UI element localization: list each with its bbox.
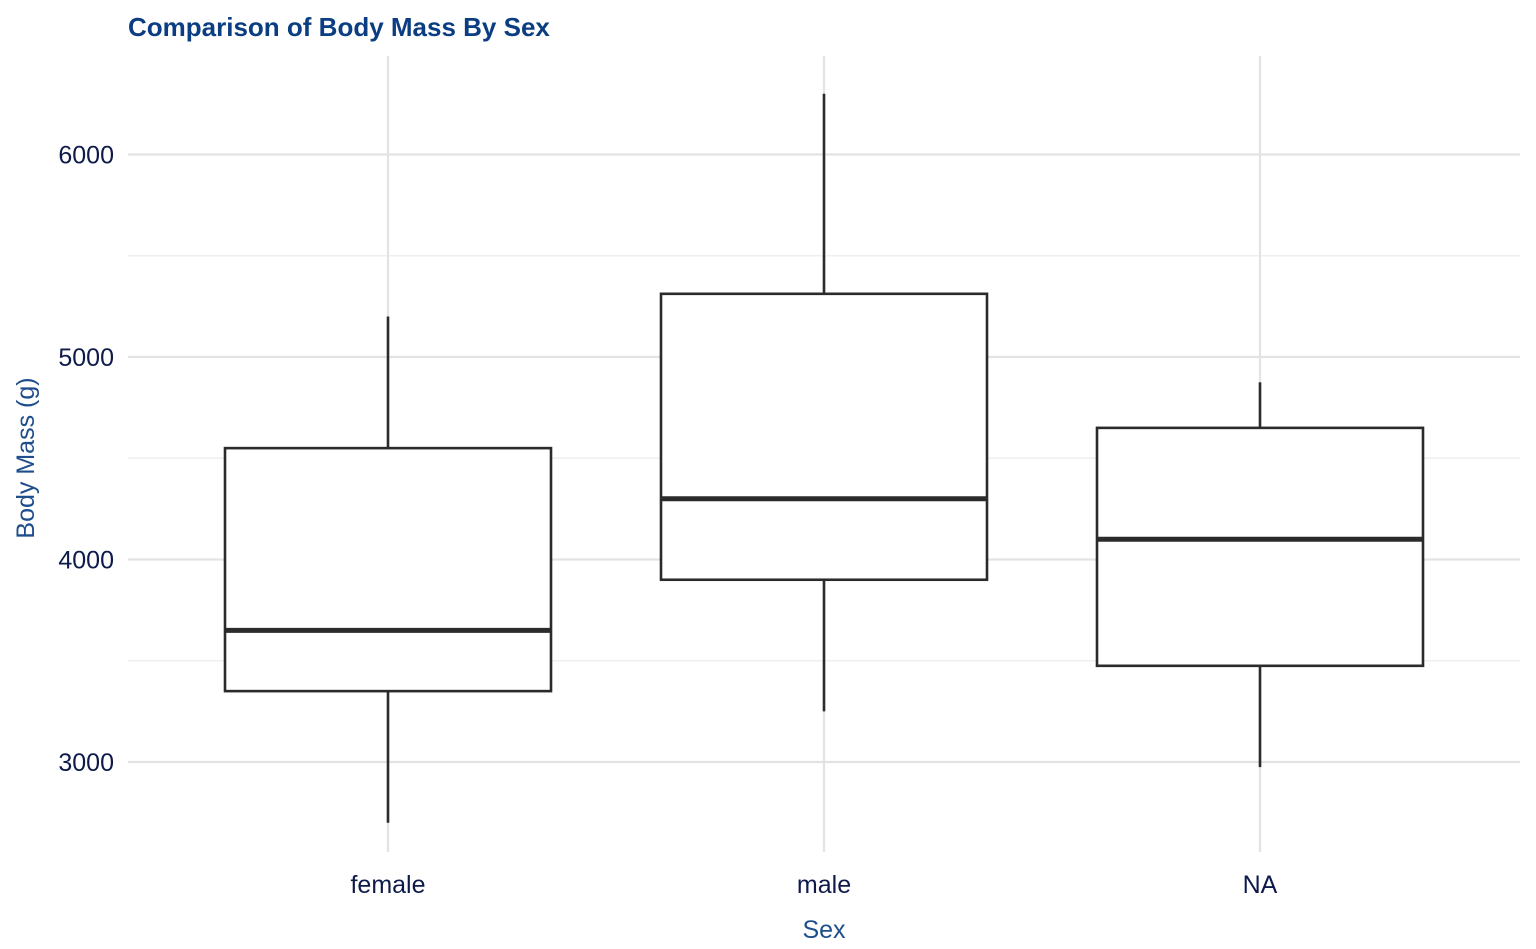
y-tick-label: 6000	[58, 142, 114, 170]
chart-title: Comparison of Body Mass By Sex	[128, 12, 550, 42]
x-tick-label: NA	[1243, 871, 1278, 899]
y-tick-label: 5000	[58, 344, 114, 372]
y-axis-title: Body Mass (g)	[12, 377, 40, 538]
x-tick-label: female	[350, 871, 425, 899]
y-tick-label: 4000	[58, 547, 114, 575]
iqr-box	[659, 292, 989, 582]
y-tick-layer: 3000 4000 5000 6000	[58, 142, 114, 778]
x-axis-title: Sex	[802, 916, 846, 944]
box-layer	[223, 93, 1425, 823]
y-tick-label: 3000	[58, 749, 114, 777]
x-tick-label: male	[797, 871, 851, 899]
iqr-box	[1095, 426, 1425, 668]
iqr-box	[223, 446, 553, 693]
box-female	[223, 316, 553, 823]
box-na	[1095, 382, 1425, 768]
x-tick-layer: female male NA	[350, 871, 1277, 899]
box-male	[659, 93, 989, 712]
